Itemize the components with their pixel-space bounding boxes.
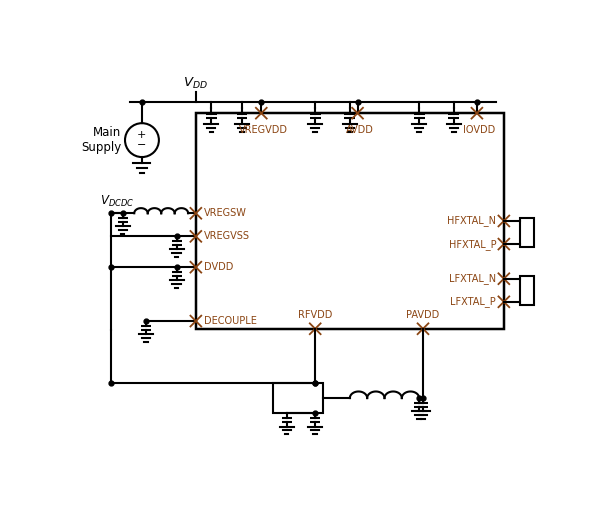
Bar bbox=[520, 218, 534, 247]
Text: LFXTAL_P: LFXTAL_P bbox=[451, 296, 496, 307]
Text: −: − bbox=[137, 140, 146, 150]
Text: RFVDD: RFVDD bbox=[298, 309, 332, 319]
Text: HFXTAL_N: HFXTAL_N bbox=[447, 216, 496, 226]
Text: $V_{DCDC}$: $V_{DCDC}$ bbox=[100, 194, 134, 209]
Text: VREGVDD: VREGVDD bbox=[239, 125, 288, 135]
Bar bbox=[196, 113, 504, 329]
Text: VREGSW: VREGSW bbox=[203, 208, 247, 218]
Text: DECOUPLE: DECOUPLE bbox=[203, 316, 256, 326]
Text: PAVDD: PAVDD bbox=[406, 309, 440, 319]
Text: AVDD: AVDD bbox=[346, 125, 374, 135]
Text: VREGVSS: VREGVSS bbox=[203, 231, 250, 241]
Text: DVDD: DVDD bbox=[203, 262, 233, 272]
Bar bbox=[520, 276, 534, 305]
Text: LFXTAL_N: LFXTAL_N bbox=[449, 274, 496, 284]
Text: $V_{DD}$: $V_{DD}$ bbox=[184, 76, 208, 91]
Text: Main
Supply: Main Supply bbox=[81, 126, 121, 154]
Text: +: + bbox=[137, 130, 146, 140]
Text: HFXTAL_P: HFXTAL_P bbox=[449, 239, 496, 249]
Text: IOVDD: IOVDD bbox=[463, 125, 496, 135]
Bar bbox=[273, 383, 323, 413]
